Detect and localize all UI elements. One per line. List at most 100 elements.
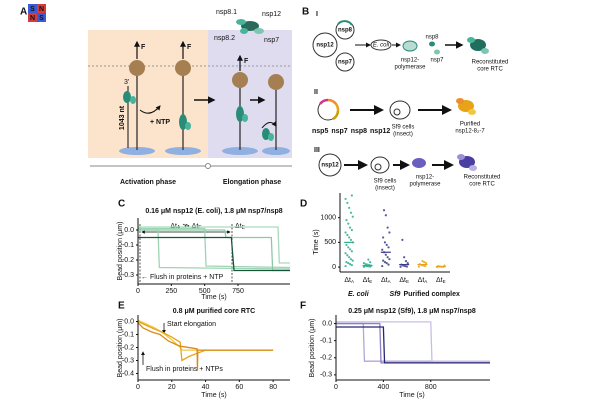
y-tick-label: 0 [332,264,336,271]
row-numeral: III [314,147,320,154]
point [399,265,402,268]
host-label: Sf9 cells [374,179,397,185]
trace [138,229,290,272]
trace [336,322,490,362]
point [348,236,351,239]
point [406,262,409,265]
magnet-pole: N [30,15,35,22]
x-tick-label: ΔtE [436,277,446,284]
x-tick-label: 40 [202,384,210,391]
point [369,261,372,264]
end-label: 3' [124,79,129,86]
symbol: Δt [192,223,199,230]
point [384,253,387,256]
point [346,254,349,257]
point [348,256,351,259]
x-tick-label: ΔtE [363,277,373,284]
plasmid-insert [334,103,340,112]
x-tick-label: 60 [235,384,243,391]
subscript: A [351,279,354,284]
intermediate-label: polymerase [409,182,441,188]
x-tick-label: 0 [136,384,140,391]
activation-bg [88,30,208,158]
point [417,265,420,268]
trace [138,226,290,264]
trace [137,322,274,371]
surfaces [119,147,290,155]
subscript: E [242,225,246,231]
point [351,215,354,218]
host-label: E. coli [373,43,390,49]
interval-label: ΔtE [235,223,246,231]
point [405,265,408,268]
x-tick-label: ΔtA [344,277,354,284]
y-tick-label: -0.4 [122,370,134,377]
point [348,248,352,251]
beads [129,60,284,90]
plasmid [318,153,342,177]
symbol: Δt [235,223,242,230]
magnet-pole: S [39,15,44,22]
product-label: core RTC [469,182,495,188]
point [347,222,350,225]
ntp-label: + NTP [150,119,170,126]
y-tick-label: -0.3 [320,372,332,379]
polymerase-shape [412,158,426,168]
symbol: Δt [436,277,443,284]
x-tick-label: ΔtA [381,277,391,284]
point [387,263,390,266]
y-tick-label: -0.2 [122,344,134,351]
subunit-label: nsp8.1 [216,9,237,16]
panel-label: E [118,301,125,312]
y-axis-label: Bead position (μm) [117,222,124,281]
point [351,259,354,262]
point [382,259,385,262]
y-tick-label: -0.3 [122,272,134,279]
chart-title: 0.8 μM purified core RTC [173,308,255,315]
point [381,248,384,251]
product-label: Reconstituted [464,175,501,181]
product-label: Purified [460,122,480,128]
host-cell [389,100,411,120]
subscript: E [443,279,446,284]
force-label: F [187,44,192,51]
plasmid-label: nsp8 [338,28,353,34]
symbol: Δt [399,277,406,284]
panel-label: B [302,7,309,18]
y-axis-label: Bead position (μm) [309,319,316,378]
plasmid-label: nsp12 [321,163,339,169]
point [382,209,386,212]
intermediate-label: nsp12- [416,175,434,181]
point [350,263,353,267]
plasmid-insert [332,110,340,121]
point [345,243,348,246]
y-tick-label: 0.0 [124,318,134,325]
x-tick-label: 20 [168,384,176,391]
y-tick-label: 0.0 [322,320,332,327]
row-numeral: I [316,11,318,18]
y-tick-label: -0.2 [122,257,134,264]
point [348,226,352,229]
product-label: nsp12-8₂-7 [455,129,485,135]
symbol: Δt [381,277,388,284]
point [350,250,353,253]
panel-label: A [20,7,27,18]
y-tick-label: -0.3 [122,357,134,364]
force-label: F [244,58,249,65]
annotation: ← Flush in proteins + NTP [141,274,224,281]
y-tick-label: -0.2 [320,355,332,362]
point [344,264,347,268]
plasmids [312,20,355,72]
trace [138,229,291,270]
ntp-arrow [139,105,161,114]
plasmid-label: nsp12 [316,43,334,49]
point [349,238,353,242]
panel-label: C [118,199,125,210]
point [423,261,426,264]
force-arrows [134,40,243,71]
symbol: Δt [170,223,177,230]
point [386,256,389,259]
cofactor-shape [429,41,435,47]
x-tick-label: 80 [269,384,277,391]
